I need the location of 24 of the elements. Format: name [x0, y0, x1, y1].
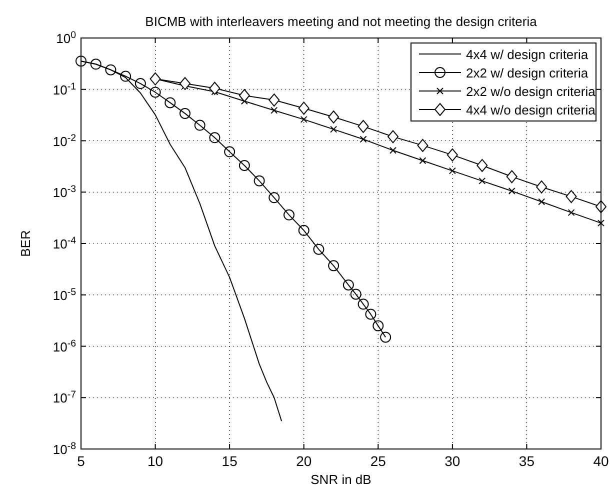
- x-tick-label: 15: [222, 453, 238, 469]
- y-tick-label: 10$^{-5}$: [52, 286, 77, 303]
- x-tick-label: 40: [593, 453, 609, 469]
- x-tick-label: 35: [518, 453, 535, 469]
- legend-label: 4x4 w/o design criteria: [466, 102, 596, 118]
- x-tick-label: 10: [147, 453, 164, 469]
- y-tick-label: 10$^{-1}$: [52, 80, 76, 98]
- x-axis-title: SNR in dB: [310, 472, 372, 487]
- y-tick-label: 10$^{-3}$: [52, 184, 76, 200]
- y-tick-label: 10$^{-8}$: [52, 440, 76, 457]
- y-tick-label: 10$^{-6}$: [52, 338, 76, 354]
- chart-title: BICMB with interleavers meeting and not meeting the design criteria: [145, 14, 538, 29]
- legend-label: 4x4 w/ design criteria: [466, 47, 589, 62]
- y-tick-label: 10$^{-7}$: [52, 389, 76, 406]
- y-tick-label: 10$^{0}$: [56, 30, 77, 46]
- x-tick-label: 20: [296, 453, 312, 469]
- y-axis-title: BER: [18, 230, 33, 257]
- y-tick-label: 10$^{-2}$: [52, 132, 76, 149]
- legend-label: 2x2 w/ design criteria: [466, 66, 589, 80]
- x-tick-label: 5: [77, 453, 86, 469]
- y-tick-label: 10$^{-4}$: [52, 235, 77, 252]
- x-tick-label: 25: [370, 453, 386, 469]
- legend-label: 2x2 w/o design criteria: [466, 84, 596, 99]
- x-tick-label: 30: [444, 453, 460, 469]
